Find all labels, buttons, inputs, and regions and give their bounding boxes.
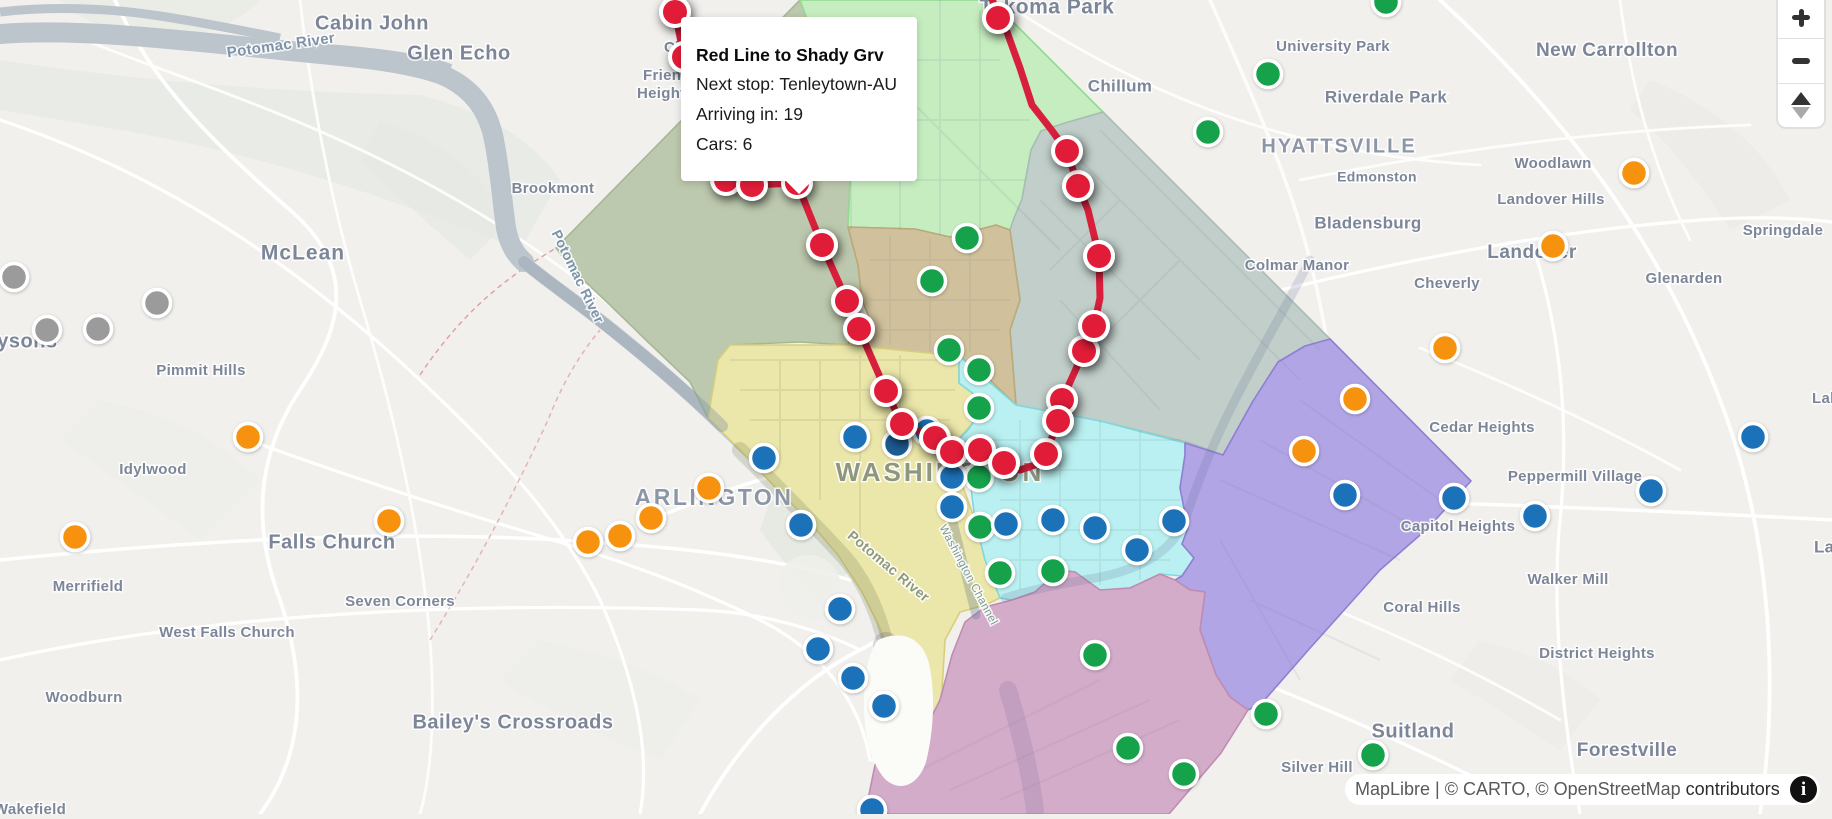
svg-text:Seven Corners: Seven Corners — [345, 593, 455, 610]
svg-text:Falls Church: Falls Church — [268, 531, 395, 553]
svg-text:University Park: University Park — [1276, 38, 1390, 55]
svg-text:Riverdale Park: Riverdale Park — [1325, 87, 1448, 106]
svg-text:Brookmont: Brookmont — [512, 180, 595, 197]
svg-text:Wakefield: Wakefield — [0, 801, 66, 814]
svg-text:Peppermill Village: Peppermill Village — [1508, 468, 1642, 485]
svg-text:Walker Mill: Walker Mill — [1527, 571, 1608, 588]
svg-text:McLean: McLean — [261, 242, 345, 265]
svg-text:Springdale: Springdale — [1743, 222, 1824, 239]
svg-text:Cheverly: Cheverly — [1414, 275, 1480, 292]
svg-text:Capitol Heights: Capitol Heights — [1401, 518, 1516, 535]
svg-text:New Carrollton: New Carrollton — [1536, 40, 1678, 61]
svg-text:Merrifield: Merrifield — [53, 578, 124, 595]
svg-text:Glen Echo: Glen Echo — [407, 42, 510, 64]
svg-text:Lake Arbor: Lake Arbor — [1812, 390, 1832, 407]
svg-text:Bladensburg: Bladensburg — [1314, 213, 1421, 232]
svg-text:Glenarden: Glenarden — [1646, 270, 1723, 287]
svg-text:Silver Hill: Silver Hill — [1281, 759, 1353, 776]
svg-text:Cabin John: Cabin John — [315, 12, 429, 34]
svg-text:Chillum: Chillum — [1088, 76, 1152, 95]
svg-text:Coral Hills: Coral Hills — [1383, 599, 1461, 616]
svg-text:Forestville: Forestville — [1577, 740, 1678, 761]
svg-text:Colmar Manor: Colmar Manor — [1245, 257, 1349, 274]
svg-text:Suitland: Suitland — [1372, 720, 1455, 742]
svg-text:HYATTSVILLE: HYATTSVILLE — [1261, 135, 1416, 157]
svg-text:Bailey's Crossroads: Bailey's Crossroads — [412, 711, 613, 733]
svg-text:Idylwood: Idylwood — [119, 461, 186, 478]
svg-text:Landover Hills: Landover Hills — [1497, 191, 1605, 208]
svg-text:Edmonston: Edmonston — [1337, 169, 1417, 185]
svg-text:Pimmit Hills: Pimmit Hills — [156, 362, 245, 379]
svg-text:Woodburn: Woodburn — [45, 689, 122, 706]
svg-text:Cedar Heights: Cedar Heights — [1429, 419, 1535, 436]
svg-text:District Heights: District Heights — [1539, 645, 1655, 662]
svg-text:Heights: Heights — [637, 85, 694, 102]
svg-text:Woodlawn: Woodlawn — [1514, 155, 1591, 172]
svg-text:West Falls Church: West Falls Church — [159, 624, 295, 641]
svg-text:Largo: Largo — [1814, 537, 1832, 556]
